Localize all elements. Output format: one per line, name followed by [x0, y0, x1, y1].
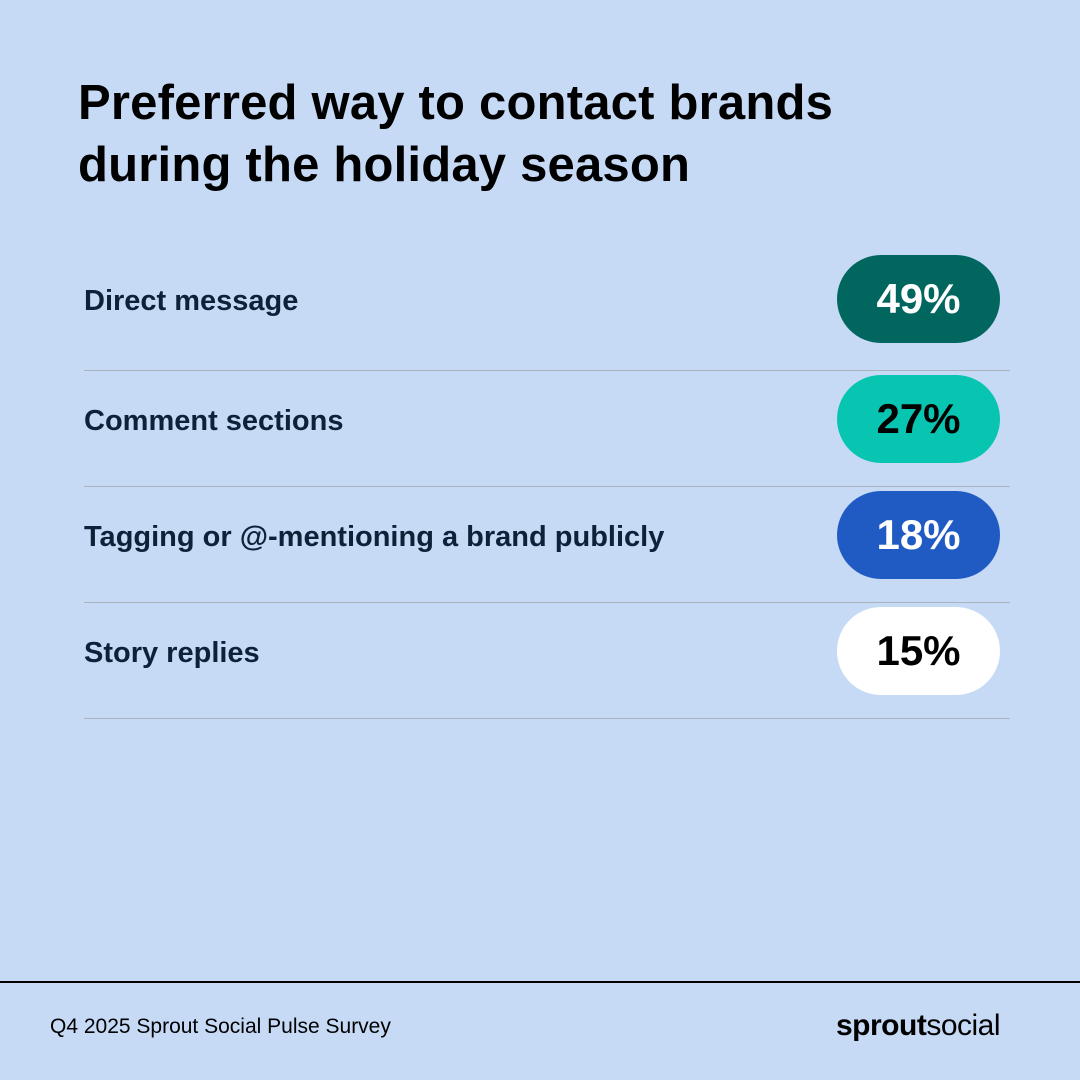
- sprout-social-logo: sproutsocial: [836, 1009, 1001, 1043]
- data-row: Tagging or @-mentioning a brand publicly…: [84, 487, 1010, 603]
- data-row: Direct message 49%: [84, 255, 1010, 371]
- source-note: Q4 2025 Sprout Social Pulse Survey: [50, 1015, 391, 1038]
- value-pill: 27%: [837, 375, 1000, 463]
- logo-bold-text: sprout: [836, 1009, 927, 1042]
- row-label: Story replies: [84, 637, 260, 669]
- data-row: Story replies 15%: [84, 603, 1010, 719]
- value-pill: 18%: [837, 491, 1000, 579]
- value-pill: 15%: [837, 607, 1000, 695]
- data-rows: Direct message 49% Comment sections 27% …: [84, 255, 1010, 719]
- row-label: Tagging or @-mentioning a brand publicly: [84, 521, 665, 553]
- value-pill: 49%: [837, 255, 1000, 343]
- row-label: Direct message: [84, 285, 299, 317]
- data-row: Comment sections 27%: [84, 371, 1010, 487]
- chart-title: Preferred way to contact brands during t…: [78, 76, 834, 192]
- footer-divider: [0, 981, 1080, 983]
- row-label: Comment sections: [84, 405, 344, 437]
- logo-light-text: social: [926, 1009, 1001, 1042]
